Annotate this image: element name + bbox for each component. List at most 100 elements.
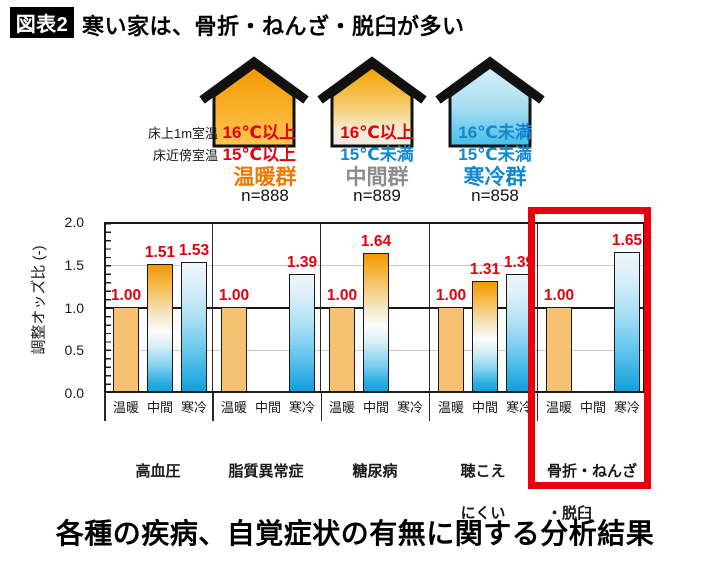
x-tick-label: 寒冷 [505,400,532,415]
y-tick-label: 0.0 [64,385,84,401]
y-tick-label: 0.5 [64,342,84,358]
x-tick-label: 温暖 [437,400,464,415]
x-tick-label: 寒冷 [396,400,423,415]
category-label: 高血圧 [103,440,213,524]
bar-value-label: 1.64 [360,233,392,250]
middle-house-icon [317,56,427,148]
temp-value: 15℃未満 [458,145,532,164]
y-tick-label: 2.0 [64,214,84,230]
figure-title: 寒い家は、骨折・ねんざ・脱臼が多い [82,14,465,39]
category-label-highlighted: 骨折・ねんざ ・脱臼 [547,440,659,524]
x-tick-label: 中間 [146,400,173,415]
x-tick-label: 中間 [579,400,606,415]
bar-value-label: 1.51 [144,244,176,261]
bar-cold [289,274,315,393]
bar-cold [614,252,640,393]
x-tick-label: 中間 [471,400,498,415]
x-tick-label: 寒冷 [613,400,640,415]
y-axis-title: 調整オッズ比 (-) [30,245,48,355]
bar-slot: 1.00 [543,222,575,393]
bar-slot: 1.00 [435,222,467,393]
bar-slot: 1.64 [360,222,392,393]
bar-warm [113,307,139,393]
x-axis-separator [536,393,539,421]
category-label: 聴こえ にくい [428,440,538,524]
bar-value-label: 1.00 [218,287,250,304]
bar-value-label: 1.00 [543,287,575,304]
warm-house-icon [199,56,309,148]
bar-middle [363,253,389,393]
bar-slot: 1.39 [286,222,318,393]
category-separator [212,222,214,393]
category-line: 糖尿病 [352,463,398,480]
x-axis-separator [212,393,214,421]
category-line: 脂質異常症 [228,463,304,480]
bar-slot [580,222,606,393]
x-axis-separator [320,393,322,421]
bar-chart-plot-area: 1.00 1.51 1.53 1.00 1.39 1.00 [104,222,645,393]
warm-temp-upper: 床上1m室温 16℃以上 [140,118,296,143]
category-separator [428,222,430,393]
category-separator [536,222,539,393]
middle-temp-upper: 16℃以上 [317,118,437,143]
bar-value-label: 1.00 [326,287,358,304]
category-label: 脂質異常症 [211,440,321,524]
middle-temp-floor: 15℃未満 [317,140,437,165]
temp-value: 16℃以上 [340,123,414,142]
category-line: 骨折・ねんざ [547,463,638,480]
bar-value-label: 1.31 [469,261,501,278]
figure-number-badge: 図表2 [10,7,74,38]
cold-temp-upper: 16℃未満 [435,118,555,143]
bar-cold [181,262,207,393]
bar-slot: 1.00 [110,222,142,393]
cold-group-name: 寒冷群 [463,166,527,189]
figure-caption: 各種の疾病、自覚症状の有無に関する分析結果 [55,518,655,549]
x-axis-separator [104,393,106,421]
category-line: ・脱臼 [547,505,593,522]
temp-value: 16℃未満 [458,123,532,142]
x-tick-label: 温暖 [545,400,572,415]
category-separator [320,222,322,393]
bar-slot: 1.65 [611,222,643,393]
category-line: 高血圧 [135,463,181,480]
x-axis-separator [428,393,431,421]
bar-value-label: 1.65 [611,232,643,249]
bar-warm [221,307,247,393]
cold-temp-floor: 15℃未満 [435,140,555,165]
bar-value-label: 1.39 [286,254,318,271]
y-tick-label: 1.0 [64,300,84,316]
bar-cold [506,274,532,393]
warm-temp-floor: 床近傍室温 15℃以上 [140,140,296,165]
bar-warm [438,307,464,393]
warm-group-name: 温暖群 [233,166,297,189]
temp-value: 15℃以上 [222,145,297,164]
bar-slot: 1.51 [144,222,176,393]
bar-value-label: 1.39 [503,254,535,271]
bar-value-label: 1.00 [435,287,467,304]
bar-warm [546,307,572,393]
x-tick-label: 中間 [362,400,389,415]
bar-slot: 1.00 [326,222,358,393]
x-tick-label: 温暖 [328,400,355,415]
middle-group-name: 中間群 [345,166,409,189]
warm-group-n: n=888 [241,186,289,205]
bar-slot [397,222,423,393]
temp-value: 15℃未満 [340,145,414,164]
bar-slot: 1.39 [503,222,535,393]
bar-slot: 1.00 [218,222,250,393]
x-tick-label: 温暖 [112,400,139,415]
middle-group-n: n=889 [353,186,401,205]
y-tick-label: 1.5 [64,257,84,273]
bar-slot: 1.31 [469,222,501,393]
category-label: 糖尿病 [320,440,430,524]
cold-group-n: n=858 [471,186,519,205]
y-axis-minor-ticks [106,223,111,392]
bar-middle [147,264,173,393]
temp-upper-prefix-label: 床上1m室温 [147,126,219,141]
bar-slot [255,222,281,393]
x-tick-label: 温暖 [220,400,247,415]
temp-value: 16℃以上 [222,123,297,142]
x-tick-label: 寒冷 [180,400,207,415]
bar-value-label: 1.00 [110,287,142,304]
